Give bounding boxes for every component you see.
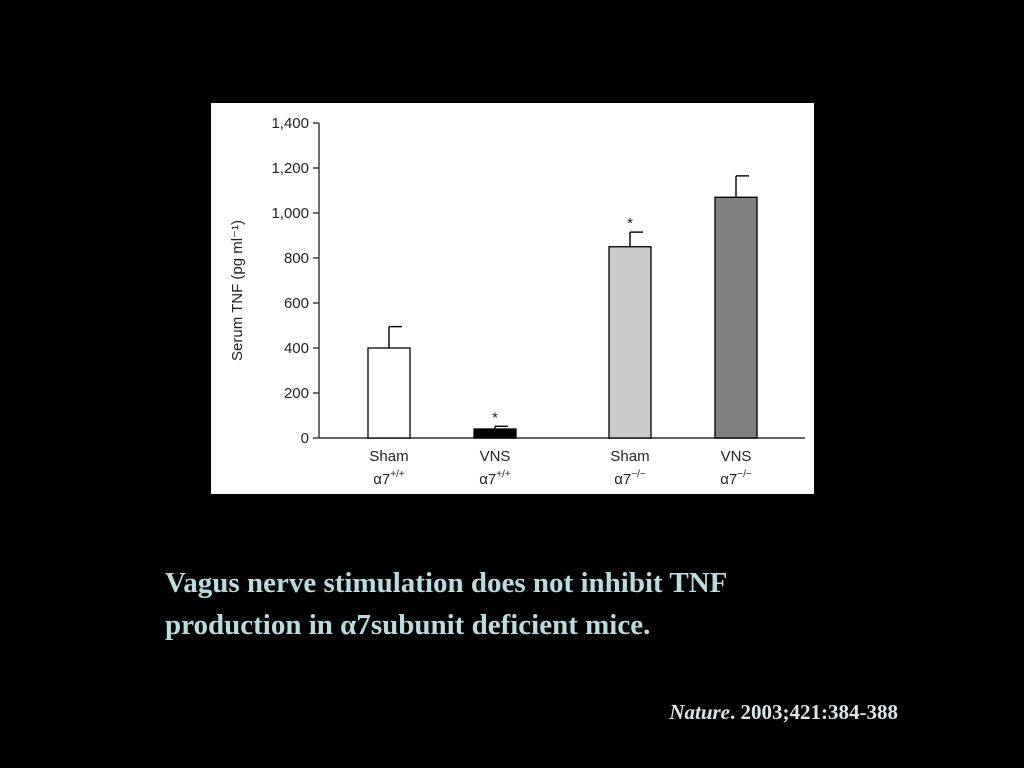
- genotype-superscript: +/+: [496, 469, 511, 480]
- genotype-text: α7: [720, 471, 737, 488]
- category-label: Sham: [610, 448, 649, 465]
- genotype-superscript: −/−: [737, 469, 752, 480]
- caption-line-2: production in α7subunit deficient mice.: [165, 604, 865, 646]
- y-tick-label: 1,200: [271, 160, 309, 177]
- caption-alpha: α: [340, 609, 357, 641]
- bar: [714, 196, 758, 439]
- y-axis-label: Serum TNF (pg ml⁻¹): [229, 220, 246, 361]
- chart-panel: 0 200 400 600 800 1,000 1,200 1,400 Serum TNF (p…: [211, 103, 814, 494]
- y-tick-label: 200: [284, 385, 309, 402]
- genotype-text: α7: [479, 471, 496, 488]
- significance-marker: *: [627, 215, 633, 232]
- slide-caption: Vagus nerve stimulation does not inhibit…: [165, 562, 865, 646]
- bar-chart: 0 200 400 600 800 1,000 1,200 1,400 Serum TNF (p…: [229, 115, 805, 488]
- y-tick-label: 1,000: [271, 205, 309, 222]
- citation: Nature. 2003;421:384-388: [669, 700, 898, 725]
- genotype-text: α7: [614, 471, 631, 488]
- category-genotype-label: α7−/−: [720, 469, 752, 488]
- genotype-superscript: −/−: [631, 469, 646, 480]
- category-label: VNS: [480, 448, 511, 465]
- category-genotype-label: α7+/+: [373, 469, 405, 488]
- caption-line-1: Vagus nerve stimulation does not inhibit…: [165, 567, 728, 599]
- bar: [367, 347, 411, 439]
- bar: [473, 428, 517, 439]
- y-tick-label: 600: [284, 295, 309, 312]
- caption-line-2-suffix: 7subunit deficient mice.: [356, 609, 651, 641]
- y-tick-label: 1,400: [271, 115, 309, 132]
- category-genotype-label: α7+/+: [479, 469, 511, 488]
- category-label: VNS: [721, 448, 752, 465]
- bar: [608, 246, 652, 439]
- significance-marker: *: [492, 409, 498, 426]
- y-tick-label: 800: [284, 250, 309, 267]
- citation-details: . 2003;421:384-388: [730, 700, 898, 724]
- genotype-superscript: +/+: [390, 469, 405, 480]
- y-tick-label: 0: [301, 430, 309, 447]
- caption-line-2-prefix: production in: [165, 609, 341, 641]
- y-tick-label: 400: [284, 340, 309, 357]
- genotype-text: α7: [373, 471, 390, 488]
- category-genotype-label: α7−/−: [614, 469, 646, 488]
- category-label: Sham: [369, 448, 408, 465]
- citation-journal: Nature: [669, 700, 731, 724]
